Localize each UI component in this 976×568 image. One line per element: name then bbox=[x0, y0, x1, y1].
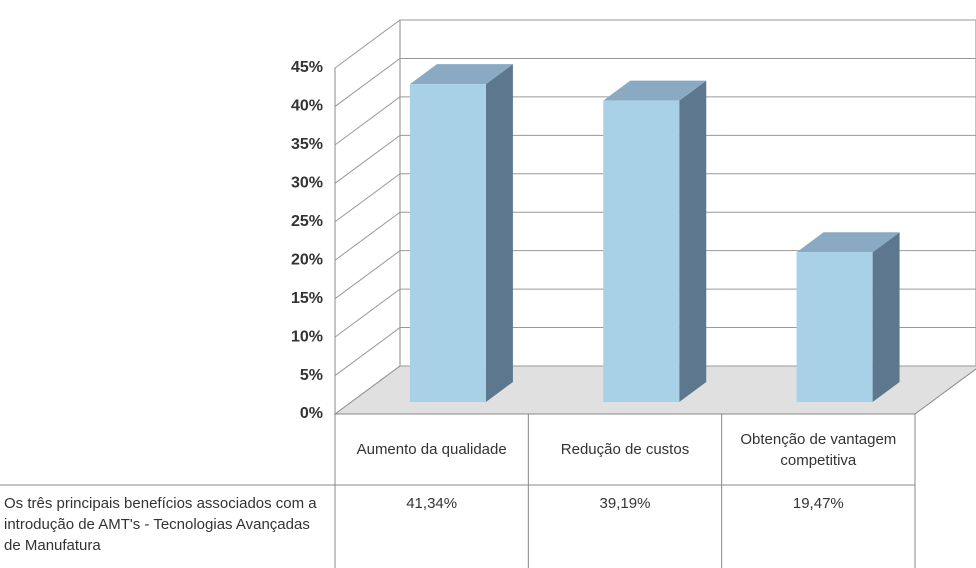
category-label: Aumento da qualidade bbox=[356, 441, 507, 458]
bar-top bbox=[603, 80, 707, 101]
grid-line bbox=[334, 211, 976, 261]
y-tick-label: 45% bbox=[291, 59, 323, 76]
y-tick-label: 15% bbox=[291, 290, 323, 307]
grid-line bbox=[334, 134, 976, 184]
y-tick-label: 35% bbox=[291, 136, 323, 153]
bar-side bbox=[872, 232, 900, 402]
value-label: 41,34% bbox=[406, 495, 458, 512]
category-label: Redução de custos bbox=[560, 441, 690, 458]
bar bbox=[796, 252, 873, 402]
grid-line bbox=[334, 96, 976, 146]
bar bbox=[409, 84, 486, 403]
y-tick-label: 40% bbox=[291, 98, 323, 115]
y-tick-label: 30% bbox=[291, 175, 323, 192]
grid-line bbox=[334, 57, 976, 107]
bar-side bbox=[485, 64, 513, 403]
bar bbox=[603, 100, 680, 402]
bar-top bbox=[796, 232, 900, 253]
grid-line bbox=[334, 250, 976, 300]
y-tick-label: 10% bbox=[291, 328, 323, 345]
bar-top bbox=[409, 64, 513, 85]
value-label: 39,19% bbox=[599, 495, 651, 512]
grid-line bbox=[334, 327, 976, 376]
y-tick-label: 20% bbox=[291, 251, 323, 268]
legend-label: Os três principais benefícios associados… bbox=[4, 495, 317, 554]
grid-line bbox=[334, 365, 976, 415]
y-tick-label: 25% bbox=[291, 213, 323, 230]
grid-line bbox=[334, 288, 976, 338]
bar-side bbox=[679, 80, 707, 402]
y-tick-label: 0% bbox=[300, 405, 323, 422]
grid-line bbox=[334, 19, 976, 69]
value-label: 19,47% bbox=[792, 495, 844, 512]
category-label: Obtenção de vantagem competitiva bbox=[740, 430, 897, 469]
grid-line bbox=[334, 173, 976, 223]
y-tick-label: 5% bbox=[300, 367, 323, 384]
